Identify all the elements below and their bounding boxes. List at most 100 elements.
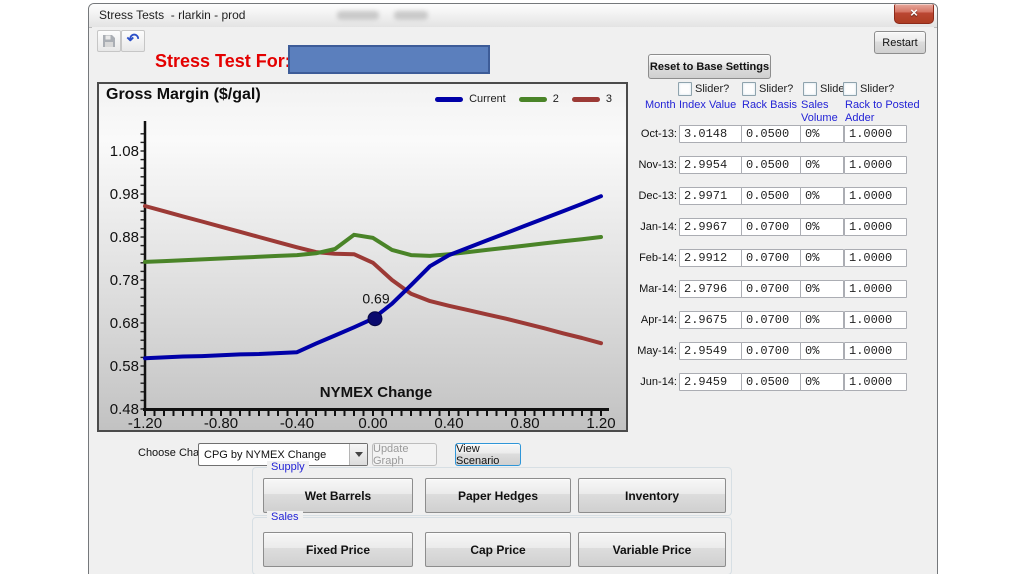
month-label: Oct-13: <box>640 128 677 140</box>
adder-input[interactable] <box>844 156 907 174</box>
legend-item: 2 <box>518 93 559 105</box>
chart-type-selected-value: CPG by NYMEX Change <box>204 448 327 461</box>
inventory-button[interactable]: Inventory <box>578 478 726 513</box>
rack-basis-input[interactable] <box>741 125 801 143</box>
adder-input[interactable] <box>844 249 907 267</box>
save-icon <box>103 35 115 47</box>
sales-group: Sales Fixed Price Cap Price Variable Price <box>252 511 732 574</box>
adder-input[interactable] <box>844 342 907 360</box>
checkbox-icon[interactable] <box>742 82 756 96</box>
chart-title: Gross Margin ($/gal) <box>106 86 261 103</box>
annotation-label: 0.69 <box>362 291 389 307</box>
slider-checkbox-4[interactable]: Slider? <box>843 82 894 96</box>
index-value-input[interactable] <box>679 156 742 174</box>
sales-volume-input[interactable] <box>800 218 844 236</box>
rack-basis-input[interactable] <box>741 311 801 329</box>
view-scenario-button[interactable]: View Scenario <box>455 443 521 467</box>
adder-input[interactable] <box>844 373 907 391</box>
rack-basis-input[interactable] <box>741 342 801 360</box>
index-value-input[interactable] <box>679 187 742 205</box>
dropdown-button[interactable] <box>349 444 367 465</box>
chevron-down-icon <box>354 452 363 461</box>
update-graph-button[interactable]: Update Graph <box>372 443 437 467</box>
undo-button[interactable]: ↶ <box>121 30 145 52</box>
sales-volume-input[interactable] <box>800 156 844 174</box>
month-label: Jan-14: <box>640 221 677 233</box>
y-tick-label: 0.58 <box>110 358 139 375</box>
sales-volume-input[interactable] <box>800 373 844 391</box>
chart-legend: Current 2 3 <box>435 93 612 105</box>
annotation-dot[interactable] <box>367 311 383 327</box>
column-header-month: Month <box>645 99 676 111</box>
adder-input[interactable] <box>844 280 907 298</box>
window-title: Stress Tests - rlarkin - prod <box>99 8 246 22</box>
slider-checkbox-2[interactable]: Slider? <box>742 82 793 96</box>
paper-hedges-button[interactable]: Paper Hedges <box>425 478 571 513</box>
index-value-input[interactable] <box>679 218 742 236</box>
column-header-sales-volume-2: Volume <box>801 112 838 124</box>
month-label: Jun-14: <box>640 376 677 388</box>
index-value-input[interactable] <box>679 311 742 329</box>
checkbox-icon[interactable] <box>843 82 857 96</box>
titlebar[interactable]: Stress Tests - rlarkin - prod × <box>89 4 937 28</box>
rack-basis-input[interactable] <box>741 373 801 391</box>
month-label: Dec-13: <box>638 190 677 202</box>
sales-volume-input[interactable] <box>800 280 844 298</box>
sales-volume-input[interactable] <box>800 342 844 360</box>
index-value-input[interactable] <box>679 125 742 143</box>
sales-volume-input[interactable] <box>800 249 844 267</box>
supply-group-label: Supply <box>267 461 309 473</box>
y-tick-label: 0.48 <box>110 401 139 418</box>
adder-input[interactable] <box>844 218 907 236</box>
column-header-rack-to-posted: Rack to Posted <box>845 99 920 111</box>
stress-tests-window: Stress Tests - rlarkin - prod × ↶ Restar… <box>88 3 938 574</box>
index-value-input[interactable] <box>679 373 742 391</box>
reset-to-base-settings-button[interactable]: Reset to Base Settings <box>648 54 771 79</box>
y-tick-label: 0.88 <box>110 229 139 246</box>
index-value-input[interactable] <box>679 342 742 360</box>
wet-barrels-button[interactable]: Wet Barrels <box>263 478 413 513</box>
checkbox-icon[interactable] <box>803 82 817 96</box>
table-row: Jan-14: <box>596 218 932 240</box>
variable-price-button[interactable]: Variable Price <box>578 532 726 567</box>
slider-checkbox-1[interactable]: Slider? <box>678 82 729 96</box>
rack-basis-input[interactable] <box>741 280 801 298</box>
table-row: Feb-14: <box>596 249 932 271</box>
index-value-input[interactable] <box>679 280 742 298</box>
rack-basis-input[interactable] <box>741 156 801 174</box>
month-label: Feb-14: <box>639 252 677 264</box>
undo-icon: ↶ <box>126 31 140 48</box>
checkbox-icon[interactable] <box>678 82 692 96</box>
sales-volume-input[interactable] <box>800 125 844 143</box>
stress-test-for-combobox[interactable] <box>288 45 490 74</box>
table-row: Mar-14: <box>596 280 932 302</box>
save-button[interactable] <box>97 30 121 52</box>
adder-input[interactable] <box>844 125 907 143</box>
legend-item: 3 <box>571 93 612 105</box>
rack-basis-input[interactable] <box>741 187 801 205</box>
month-label: May-14: <box>637 345 677 357</box>
series-line-2 <box>143 232 603 264</box>
y-tick-label: 0.68 <box>110 315 139 332</box>
y-tick-label: 0.78 <box>110 272 139 289</box>
index-value-input[interactable] <box>679 249 742 267</box>
close-button[interactable]: × <box>894 4 934 24</box>
x-tick-label: -0.40 <box>280 415 314 430</box>
rack-basis-input[interactable] <box>741 218 801 236</box>
choose-chart-label: Choose Chart: <box>138 447 209 459</box>
gross-margin-chart: 0.48 0.58 0.68 0.78 0.88 0.98 1.08 -1.20 -0.80 -0… <box>97 82 628 432</box>
rack-basis-input[interactable] <box>741 249 801 267</box>
adder-input[interactable] <box>844 311 907 329</box>
sales-volume-input[interactable] <box>800 187 844 205</box>
sales-volume-input[interactable] <box>800 311 844 329</box>
adder-input[interactable] <box>844 187 907 205</box>
chart-plot: 0.48 0.58 0.68 0.78 0.88 0.98 1.08 -1.20 -0.80 -0… <box>110 121 616 430</box>
month-label: Apr-14: <box>640 314 677 326</box>
table-row: Oct-13: <box>596 125 932 147</box>
restart-button[interactable]: Restart <box>874 31 926 54</box>
column-header-index-value: Index Value <box>679 99 737 111</box>
legend-label: 2 <box>552 93 559 105</box>
fixed-price-button[interactable]: Fixed Price <box>263 532 413 567</box>
x-tick-label: 1.20 <box>586 415 615 430</box>
cap-price-button[interactable]: Cap Price <box>425 532 571 567</box>
